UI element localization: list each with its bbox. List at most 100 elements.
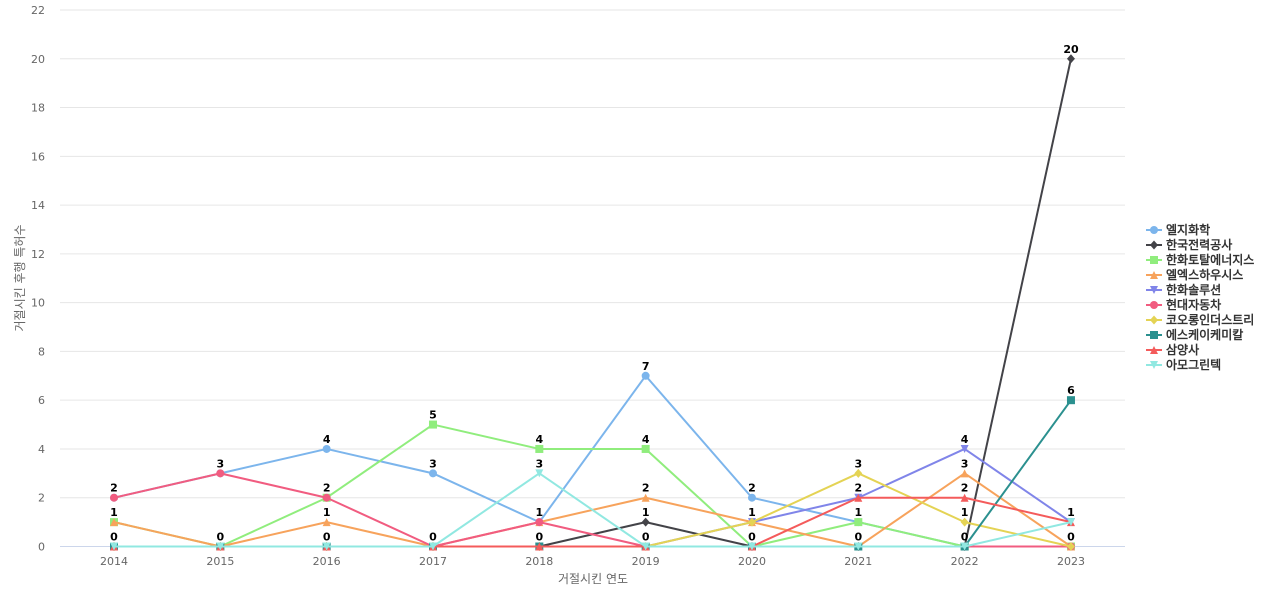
- data-point: [641, 517, 650, 527]
- data-point: [854, 542, 863, 551]
- data-label: 2: [854, 482, 862, 495]
- y-tick-label: 0: [38, 541, 45, 554]
- series-2: [110, 420, 1075, 551]
- series-7: [110, 396, 1075, 551]
- legend-label: 한화토탈에너지스: [1166, 252, 1254, 267]
- data-point: [960, 517, 969, 527]
- x-tick-label: 2017: [419, 555, 447, 568]
- legend-label: 현대자동차: [1166, 297, 1221, 312]
- legend-item[interactable]: 에스케이케미칼: [1146, 327, 1243, 342]
- legend-marker: [1150, 286, 1158, 294]
- legend-marker: [1150, 301, 1158, 309]
- y-tick-label: 16: [31, 150, 45, 163]
- data-label: 1: [961, 506, 969, 519]
- data-point: [110, 493, 118, 502]
- data-label: 3: [217, 457, 225, 470]
- data-label: 1: [1067, 506, 1075, 519]
- data-point: [960, 469, 969, 478]
- data-label: 0: [110, 531, 118, 544]
- y-tick-label: 14: [31, 199, 45, 212]
- data-label: 0: [217, 531, 225, 544]
- x-tick-label: 2016: [313, 555, 341, 568]
- data-point: [641, 444, 650, 453]
- y-tick-label: 8: [38, 345, 45, 358]
- y-tick-label: 18: [31, 102, 45, 115]
- data-point: [535, 469, 544, 478]
- data-point: [854, 518, 863, 527]
- x-tick-label: 2020: [738, 555, 766, 568]
- data-label: 0: [535, 531, 543, 544]
- legend-label: 엘엑스하우시스: [1166, 267, 1243, 282]
- data-point: [1066, 54, 1075, 64]
- legend-label: 아모그린텍: [1166, 357, 1221, 372]
- data-point: [641, 371, 650, 380]
- legend-marker: [1150, 346, 1158, 354]
- legend-item[interactable]: 코오롱인더스트리: [1146, 312, 1254, 327]
- x-axis-title: 거절시킨 연도: [558, 572, 628, 586]
- data-point: [854, 493, 863, 502]
- legend-item[interactable]: 삼양사: [1146, 342, 1199, 357]
- data-point: [1066, 518, 1075, 527]
- y-tick-label: 6: [38, 394, 45, 407]
- data-label: 1: [323, 506, 331, 519]
- data-point: [428, 542, 437, 551]
- data-label: 4: [323, 433, 331, 446]
- data-label: 1: [110, 506, 118, 519]
- data-label: 5: [429, 409, 437, 422]
- legend-marker: [1150, 331, 1158, 339]
- data-point: [535, 444, 544, 453]
- legend-label: 에스케이케미칼: [1166, 327, 1243, 342]
- data-point: [322, 542, 331, 551]
- legend-label: 삼양사: [1166, 342, 1199, 357]
- x-tick-label: 2023: [1057, 555, 1085, 568]
- data-point: [535, 542, 544, 551]
- x-tick-label: 2014: [100, 555, 128, 568]
- legend-marker: [1150, 226, 1158, 234]
- series-8: [110, 493, 1075, 551]
- legend-label: 한국전력공사: [1166, 237, 1232, 252]
- data-point: [854, 468, 863, 478]
- data-label: 0: [961, 531, 969, 544]
- data-point: [322, 444, 331, 453]
- legend-item[interactable]: 엘지화학: [1146, 222, 1210, 237]
- data-label: 3: [535, 457, 543, 470]
- data-point: [960, 444, 969, 453]
- data-label: 0: [323, 531, 331, 544]
- series: [110, 54, 1075, 551]
- legend-label: 한화솔루션: [1166, 282, 1221, 297]
- legend-item[interactable]: 엘엑스하우시스: [1146, 267, 1243, 282]
- data-label: 20: [1063, 43, 1079, 56]
- y-tick-label: 12: [31, 248, 45, 261]
- data-label: 7: [642, 360, 650, 373]
- legend-item[interactable]: 한국전력공사: [1146, 237, 1232, 252]
- legend-label: 엘지화학: [1166, 222, 1210, 237]
- legend-marker: [1150, 256, 1158, 264]
- data-point: [535, 518, 544, 527]
- legend-marker: [1150, 240, 1158, 250]
- y-tick-label: 10: [31, 297, 45, 310]
- legend-item[interactable]: 한화토탈에너지스: [1146, 252, 1254, 267]
- data-label: 2: [323, 482, 331, 495]
- data-point: [960, 493, 969, 502]
- legend[interactable]: 엘지화학한국전력공사한화토탈에너지스엘엑스하우시스한화솔루션현대자동차코오롱인더…: [1146, 222, 1254, 372]
- data-label: 0: [429, 531, 437, 544]
- data-label: 0: [854, 531, 862, 544]
- y-tick-label: 20: [31, 53, 45, 66]
- legend-item[interactable]: 아모그린텍: [1146, 357, 1221, 372]
- series-line: [113, 423, 1072, 548]
- data-label: 1: [642, 506, 650, 519]
- legend-item[interactable]: 한화솔루션: [1146, 282, 1221, 297]
- y-tick-label: 22: [31, 4, 45, 17]
- data-label: 4: [642, 433, 650, 446]
- data-point: [1066, 396, 1075, 405]
- data-point: [641, 493, 650, 502]
- data-point: [1066, 542, 1075, 551]
- data-point: [216, 469, 225, 478]
- data-label: 3: [429, 457, 437, 470]
- data-point: [110, 518, 118, 527]
- data-label: 3: [961, 457, 969, 470]
- data-point: [216, 542, 225, 551]
- legend-item[interactable]: 현대자동차: [1146, 297, 1221, 312]
- data-label: 6: [1067, 384, 1075, 397]
